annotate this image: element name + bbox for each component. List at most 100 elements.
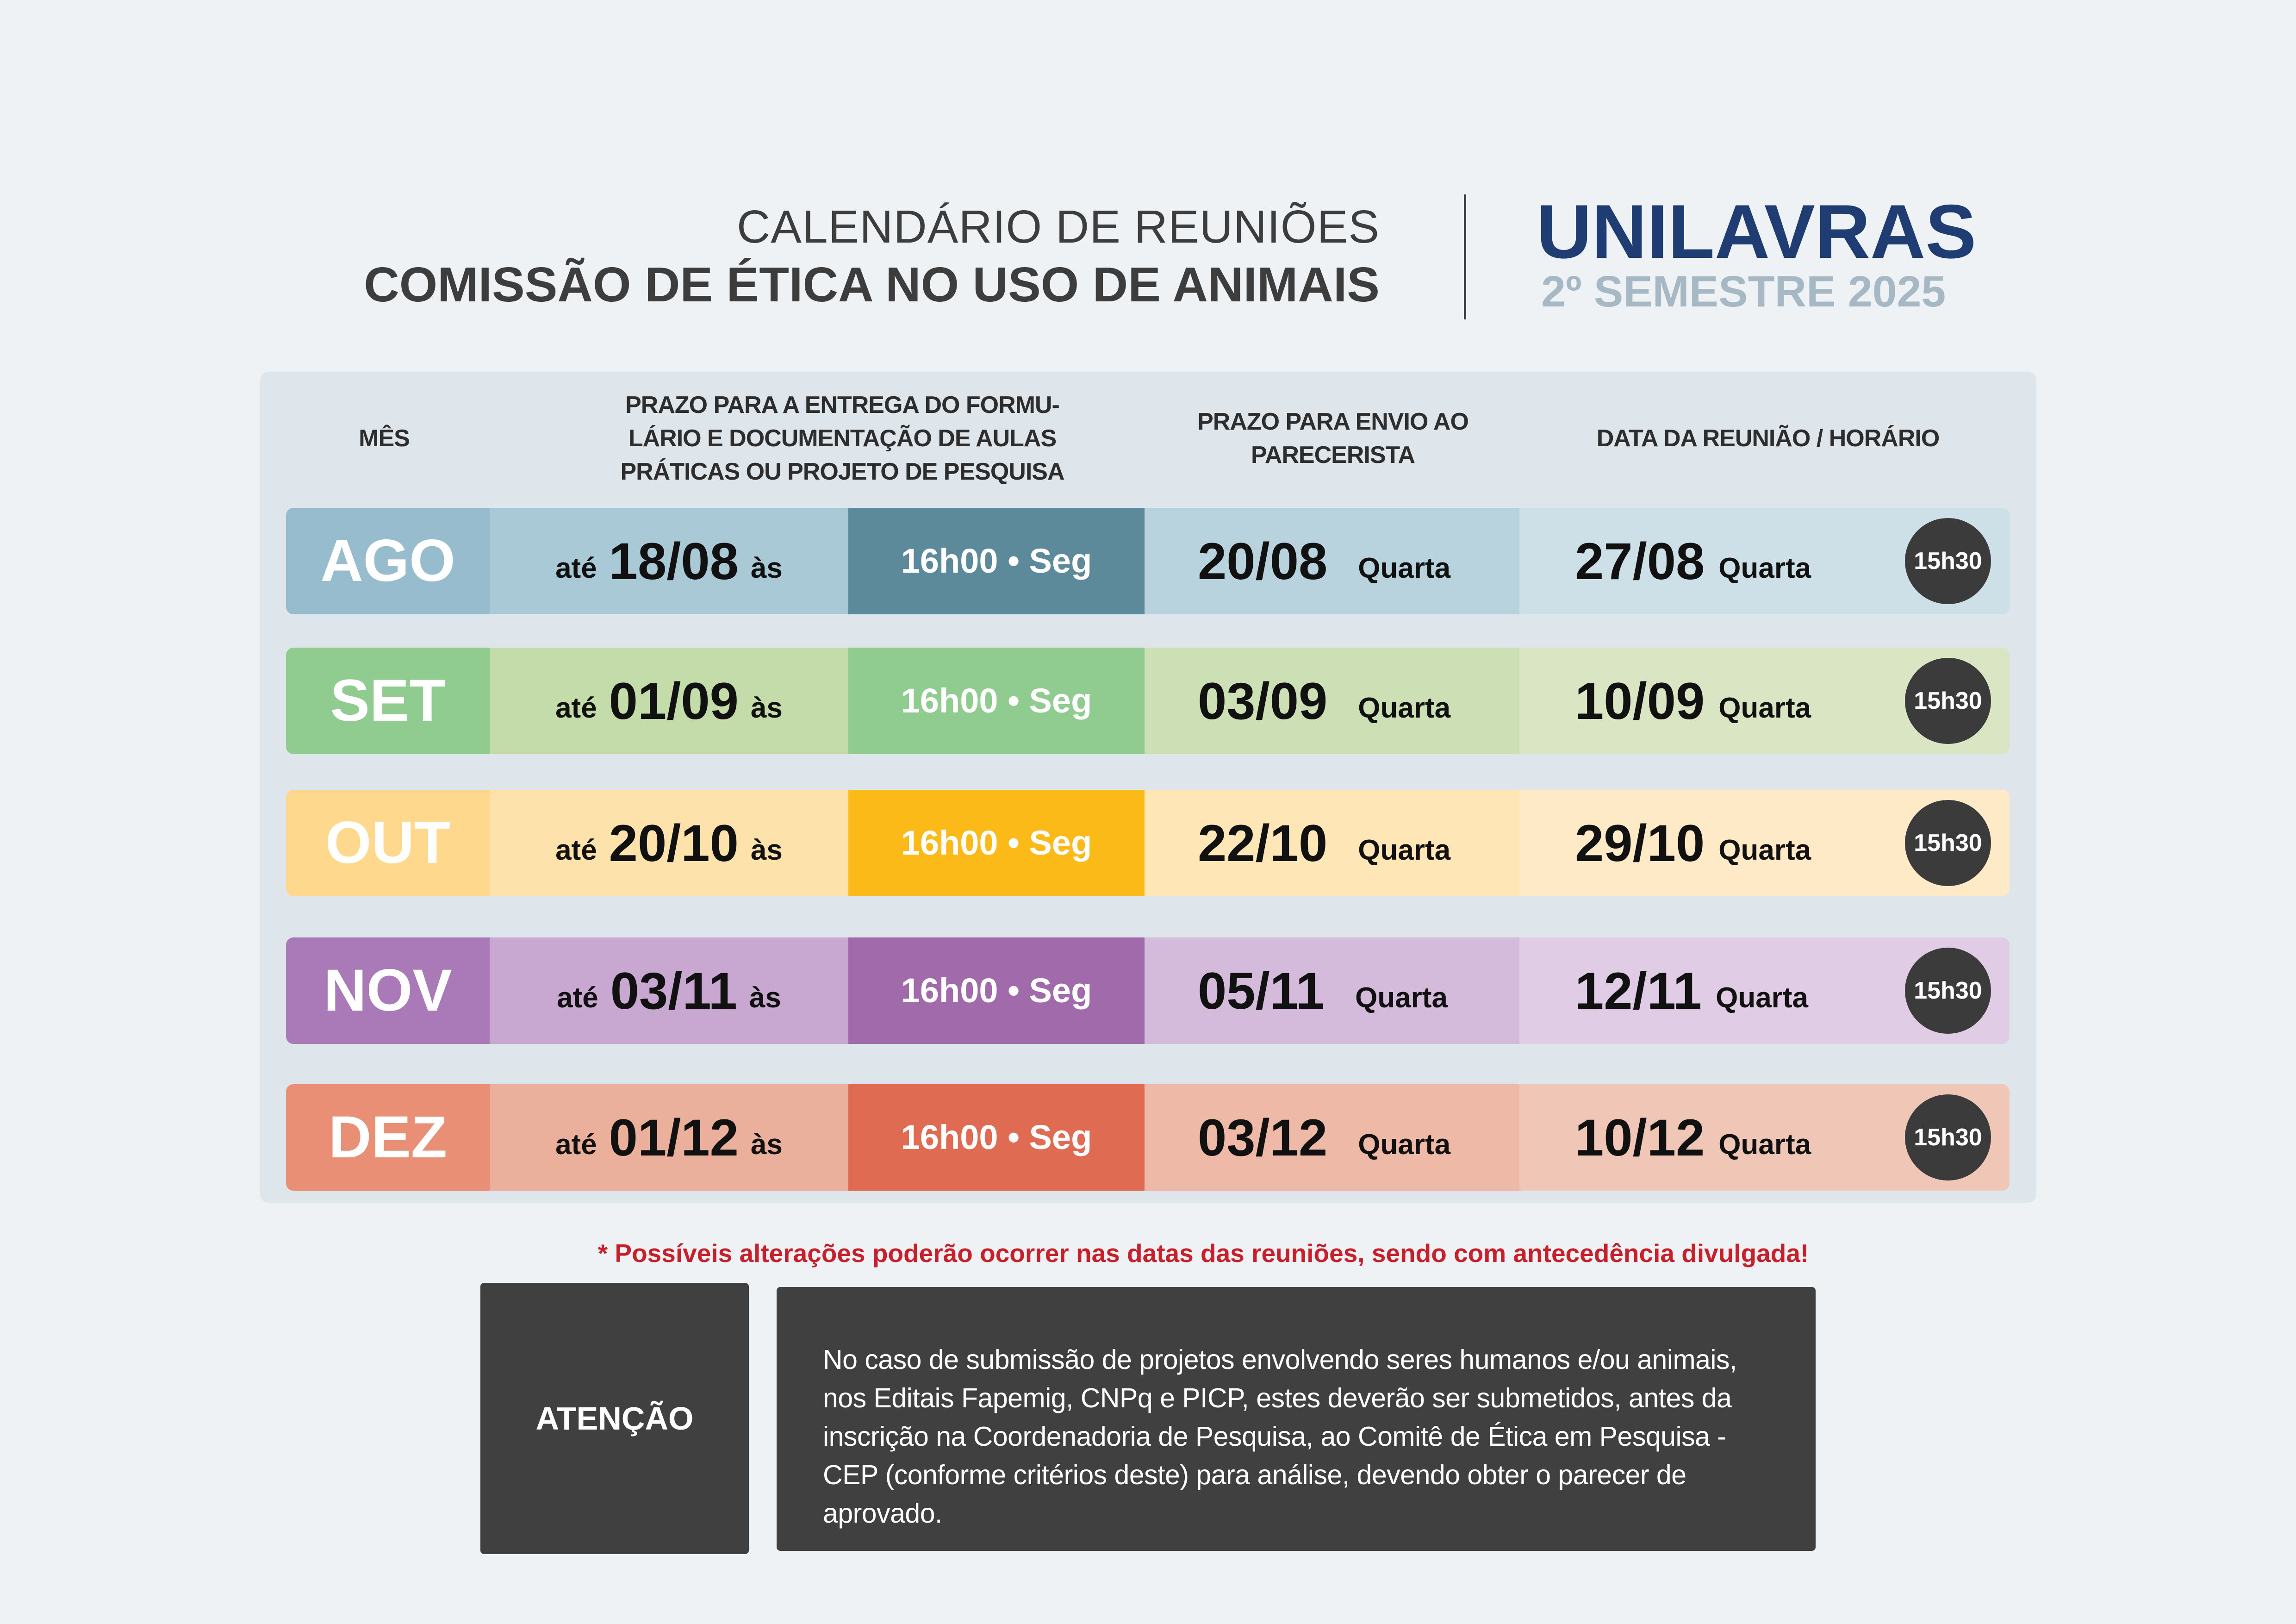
attention-box (480, 1283, 749, 1554)
deadline-time: 16h00 • Seg (901, 542, 1092, 580)
reviewer-cell-bg (1145, 648, 1519, 754)
table-row: OUT até 20/10 às 16h00 • Seg 22/10 Quart… (286, 790, 2010, 896)
reviewer-day: Quarta (1358, 834, 1451, 866)
meeting-day: Quarta (1718, 834, 1811, 866)
meeting-day: Quarta (1718, 692, 1811, 724)
deadline-date: 01/12 (609, 1108, 739, 1167)
month-cell-bg (286, 1084, 490, 1191)
change-notice: * Possíveis alterações poderão ocorrer n… (597, 1239, 1809, 1268)
deadline-suffix: às (749, 981, 781, 1014)
deadline-cell: até 01/12 às (490, 1084, 848, 1191)
month-cell-bg (286, 648, 490, 754)
header-month: MÊS (359, 425, 410, 452)
meeting-date: 10/09 (1575, 672, 1705, 730)
meeting-cell: 27/08 Quarta (1519, 508, 1890, 614)
reviewer-cell-bg (1145, 937, 1519, 1044)
brand-logo-text: UNILAVRAS (1537, 189, 1977, 274)
header-deadline-line-2: LÁRIO E DOCUMENTAÇÃO DE AULAS (628, 425, 1057, 452)
deadline-prefix: até (555, 692, 597, 724)
deadline-time: 16h00 • Seg (901, 824, 1092, 862)
reviewer-cell: 03/12 Quarta (1145, 1084, 1519, 1191)
meeting-time-badge: 15h30 (1905, 800, 1991, 886)
month-label: NOV (324, 957, 452, 1024)
deadline-suffix: às (750, 834, 783, 866)
calendar-table (260, 372, 2036, 1203)
reviewer-day: Quarta (1355, 981, 1448, 1014)
month-cell-bg (286, 508, 490, 614)
month-label: SET (330, 668, 446, 734)
month-label: OUT (325, 810, 451, 876)
reviewer-date: 20/08 (1198, 532, 1328, 590)
deadline-date: 20/10 (609, 814, 739, 872)
table-row: DEZ até 01/12 às 16h00 • Seg 03/12 Quart… (286, 1084, 2010, 1191)
reviewer-cell-bg (1145, 508, 1519, 614)
deadline-prefix: até (555, 552, 597, 584)
meeting-date: 27/08 (1575, 532, 1705, 590)
info-text: No caso de submissão de projetos envolve… (823, 1344, 1737, 1529)
meeting-cell: 12/11 Quarta (1519, 937, 1890, 1044)
attention-label: ATENÇÃO (535, 1400, 694, 1437)
reviewer-date: 03/12 (1198, 1108, 1328, 1167)
reviewer-cell: 20/08 Quarta (1145, 508, 1519, 614)
month-label: DEZ (329, 1104, 447, 1170)
deadline-cell: até 20/10 às (490, 790, 848, 896)
month-cell-bg (286, 937, 490, 1044)
reviewer-cell: 03/09 Quarta (1145, 648, 1519, 754)
time-cell-bg (848, 790, 1145, 896)
deadline-cell: até 18/08 às (490, 508, 848, 614)
deadline-suffix: às (750, 1128, 783, 1161)
info-box: No caso de submissão de projetos envolve… (777, 1287, 1816, 1551)
deadline-cell: até 01/09 às (490, 648, 848, 754)
deadline-cell: até 03/11 às (490, 937, 848, 1044)
deadline-suffix: às (750, 552, 783, 584)
meeting-time-badge: 15h30 (1905, 1094, 1991, 1181)
meeting-cell: 10/09 Quarta (1519, 648, 1890, 754)
time-cell-bg (848, 508, 1145, 614)
deadline-time: 16h00 • Seg (901, 681, 1092, 720)
deadline-prefix: até (555, 834, 597, 866)
header-reviewer-line-2: PARECERISTA (1251, 442, 1415, 468)
reviewer-cell: 05/11 Quarta (1145, 937, 1519, 1044)
deadline-suffix: às (750, 692, 783, 724)
header-deadline-line-1: PRAZO PARA A ENTREGA DO FORMU- (625, 392, 1060, 418)
deadline-date: 01/09 (609, 672, 739, 730)
meeting-day: Quarta (1718, 1128, 1811, 1161)
meeting-day: Quarta (1718, 552, 1811, 584)
semester-label: 2º SEMESTRE 2025 (1541, 267, 1946, 316)
meeting-time-badge: 15h30 (1905, 658, 1991, 744)
title-line-1: CALENDÁRIO DE REUNIÕES (737, 201, 1380, 253)
reviewer-day: Quarta (1358, 552, 1451, 584)
deadline-cell-bg (490, 648, 848, 754)
reviewer-date: 03/09 (1198, 672, 1328, 730)
header-reviewer-line-1: PRAZO PARA ENVIO AO (1197, 408, 1469, 435)
meeting-cell: 29/10 Quarta (1519, 790, 1890, 896)
time-cell-bg (848, 937, 1145, 1044)
meeting-date: 10/12 (1575, 1108, 1705, 1167)
reviewer-date: 05/11 (1198, 962, 1325, 1020)
deadline-cell-bg (490, 1084, 848, 1191)
reviewer-date: 22/10 (1198, 814, 1328, 872)
meeting-time-badge: 15h30 (1905, 948, 1991, 1034)
table-row: SET até 01/09 às 16h00 • Seg 03/09 Quart… (286, 648, 2010, 754)
meeting-day: Quarta (1716, 981, 1808, 1014)
header-meeting: DATA DA REUNIÃO / HORÁRIO (1596, 425, 1940, 452)
deadline-cell-bg (490, 937, 848, 1044)
table-row: AGO até 18/08 às 16h00 • Seg 20/08 Quart… (286, 508, 2010, 614)
meeting-date: 12/11 (1575, 962, 1702, 1020)
deadline-time: 16h00 • Seg (901, 1118, 1092, 1156)
reviewer-cell-bg (1145, 1084, 1519, 1191)
month-cell-bg (286, 790, 490, 896)
meeting-time-badge: 15h30 (1905, 518, 1991, 604)
deadline-time: 16h00 • Seg (901, 971, 1092, 1010)
deadline-prefix: até (555, 1128, 597, 1161)
reviewer-day: Quarta (1358, 692, 1451, 724)
deadline-date: 18/08 (609, 532, 739, 590)
meeting-date: 29/10 (1575, 814, 1705, 872)
reviewer-day: Quarta (1358, 1128, 1451, 1161)
header-deadline: PRAZO PARA A ENTREGA DO FORMU- LÁRIO E D… (611, 388, 1074, 488)
meeting-cell: 10/12 Quarta (1519, 1084, 1890, 1191)
header-deadline-line-3: PRÁTICAS OU PROJETO DE PESQUISA (620, 458, 1064, 485)
deadline-cell-bg (490, 508, 848, 614)
deadline-prefix: até (557, 981, 598, 1014)
table-row: NOV até 03/11 às 16h00 • Seg 05/11 Quart… (286, 937, 2010, 1044)
